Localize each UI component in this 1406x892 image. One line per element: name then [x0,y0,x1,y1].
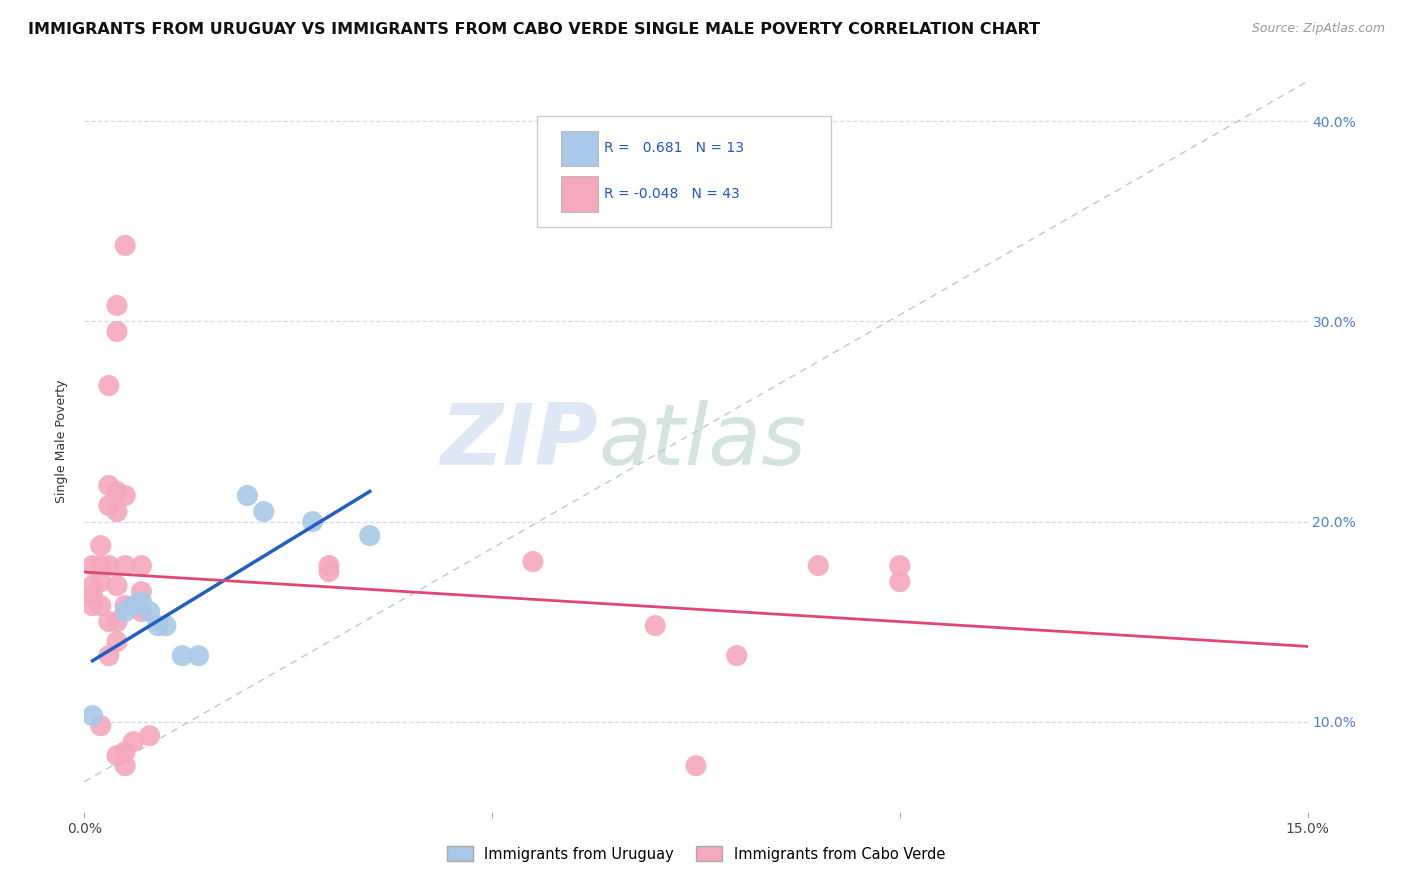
Point [644,618,666,632]
Text: atlas: atlas [598,400,806,483]
Point [138,729,160,743]
Point [97,478,120,492]
Point [105,505,128,519]
Point [90,574,112,589]
Point [114,758,136,772]
Bar [561,130,598,166]
Point [889,574,911,589]
Point [685,758,707,772]
Point [114,599,136,613]
Point [97,378,120,392]
Point [131,605,153,619]
Point [359,528,381,542]
Point [105,615,128,629]
Text: R =   0.681   N = 13: R = 0.681 N = 13 [605,141,744,155]
Point [155,618,177,632]
Point [236,489,259,503]
Bar [561,177,598,212]
Point [889,558,911,573]
Point [105,748,128,763]
Point [172,648,194,663]
Point [122,599,145,613]
Point [253,505,276,519]
Point [725,648,748,663]
Point [114,558,136,573]
Text: R = -0.048   N = 43: R = -0.048 N = 43 [605,187,740,202]
Point [122,734,145,748]
Point [105,579,128,593]
FancyBboxPatch shape [537,116,831,227]
Point [318,565,340,579]
Point [105,484,128,499]
Point [82,599,104,613]
Legend: Immigrants from Uruguay, Immigrants from Cabo Verde: Immigrants from Uruguay, Immigrants from… [440,840,952,867]
Point [114,745,136,759]
Point [82,708,104,723]
Point [131,594,153,608]
Point [97,558,120,573]
Point [90,599,112,613]
Point [97,615,120,629]
Point [131,558,153,573]
Point [131,584,153,599]
Point [82,589,104,603]
Text: IMMIGRANTS FROM URUGUAY VS IMMIGRANTS FROM CABO VERDE SINGLE MALE POVERTY CORREL: IMMIGRANTS FROM URUGUAY VS IMMIGRANTS FR… [28,22,1040,37]
Point [90,539,112,553]
Point [114,605,136,619]
Point [807,558,830,573]
Point [114,489,136,503]
Point [105,634,128,648]
Point [82,579,104,593]
Point [97,499,120,513]
Y-axis label: Single Male Poverty: Single Male Poverty [55,380,69,503]
Point [90,558,112,573]
Point [105,298,128,312]
Point [114,238,136,252]
Point [138,605,160,619]
Point [97,648,120,663]
Point [146,618,169,632]
Point [90,719,112,733]
Point [522,555,544,569]
Text: ZIP: ZIP [440,400,598,483]
Point [301,515,323,529]
Text: Source: ZipAtlas.com: Source: ZipAtlas.com [1251,22,1385,36]
Point [187,648,209,663]
Point [318,558,340,573]
Point [105,325,128,339]
Point [82,558,104,573]
